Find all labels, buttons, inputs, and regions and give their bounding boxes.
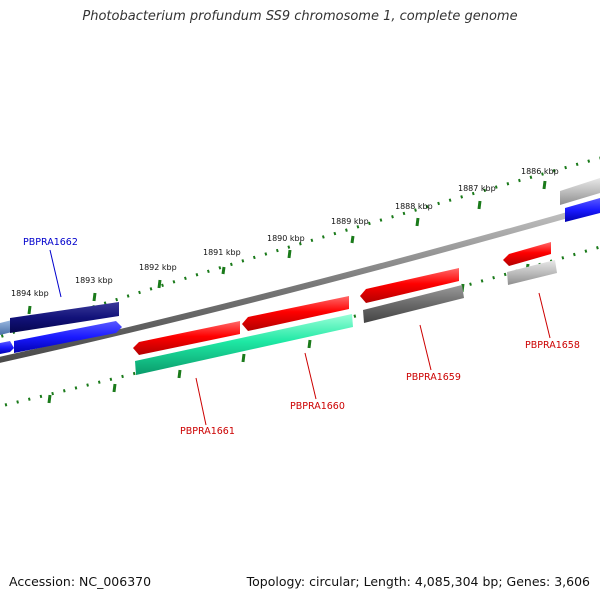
tick-label: 1890 kbp <box>267 234 305 243</box>
leader-line-pbpra1661 <box>195 377 207 426</box>
tick-label: 1894 kbp <box>11 289 49 298</box>
gene-label-pbpra1662[interactable]: PBPRA1662 <box>23 237 78 248</box>
tick-label: 1889 kbp <box>331 217 369 226</box>
gene-arrow-steel[interactable] <box>0 320 12 335</box>
accession-text: Accession: NC_006370 <box>9 574 152 589</box>
gene-arrow-blue-left[interactable] <box>0 341 14 354</box>
leader-line-pbpra1660 <box>304 352 317 400</box>
leader-line-pbpra1658 <box>538 292 551 339</box>
tick-label: 1888 kbp <box>395 202 433 211</box>
gene-arrow-pbpra1662[interactable] <box>10 302 119 333</box>
genome-summary-text: Topology: circular; Length: 4,085,304 bp… <box>246 574 590 589</box>
gene-label-pbpra1659[interactable]: PBPRA1659 <box>406 372 461 383</box>
tick-label: 1892 kbp <box>139 263 177 272</box>
gene-label-pbpra1661[interactable]: PBPRA1661 <box>180 426 235 437</box>
tick-label: 1886 kbp <box>521 167 559 176</box>
gene-arrow-pbpra1660[interactable] <box>242 296 349 331</box>
map-title: Photobacterium profundum SS9 chromosome … <box>82 9 518 24</box>
gene-arrow-blue[interactable] <box>565 198 600 222</box>
genome-backbone <box>0 202 600 363</box>
gene-arrow-blue-long[interactable] <box>14 321 122 353</box>
tick-label: 1891 kbp <box>203 248 241 257</box>
gene-arrow-lightgray[interactable] <box>507 260 557 285</box>
tick-label: 1893 kbp <box>75 276 113 285</box>
outer-major-ticks <box>27 180 547 315</box>
gene-arrow-pbpra1661[interactable] <box>133 321 240 355</box>
gene-arrow-pbpra1659[interactable] <box>360 268 459 303</box>
tick-label: 1887 kbp <box>458 184 496 193</box>
gene-arrow-teal[interactable] <box>135 314 353 375</box>
gene-arrow-pbpra1658[interactable] <box>503 242 551 266</box>
leader-line-pbpra1659 <box>419 324 432 371</box>
gene-label-pbpra1658[interactable]: PBPRA1658 <box>525 340 580 351</box>
gene-arrow-gray[interactable] <box>560 178 600 205</box>
leader-line-pbpra1662 <box>49 249 62 298</box>
gene-label-pbpra1660[interactable]: PBPRA1660 <box>290 401 345 412</box>
gene-arrow-darkgray[interactable] <box>363 285 464 323</box>
